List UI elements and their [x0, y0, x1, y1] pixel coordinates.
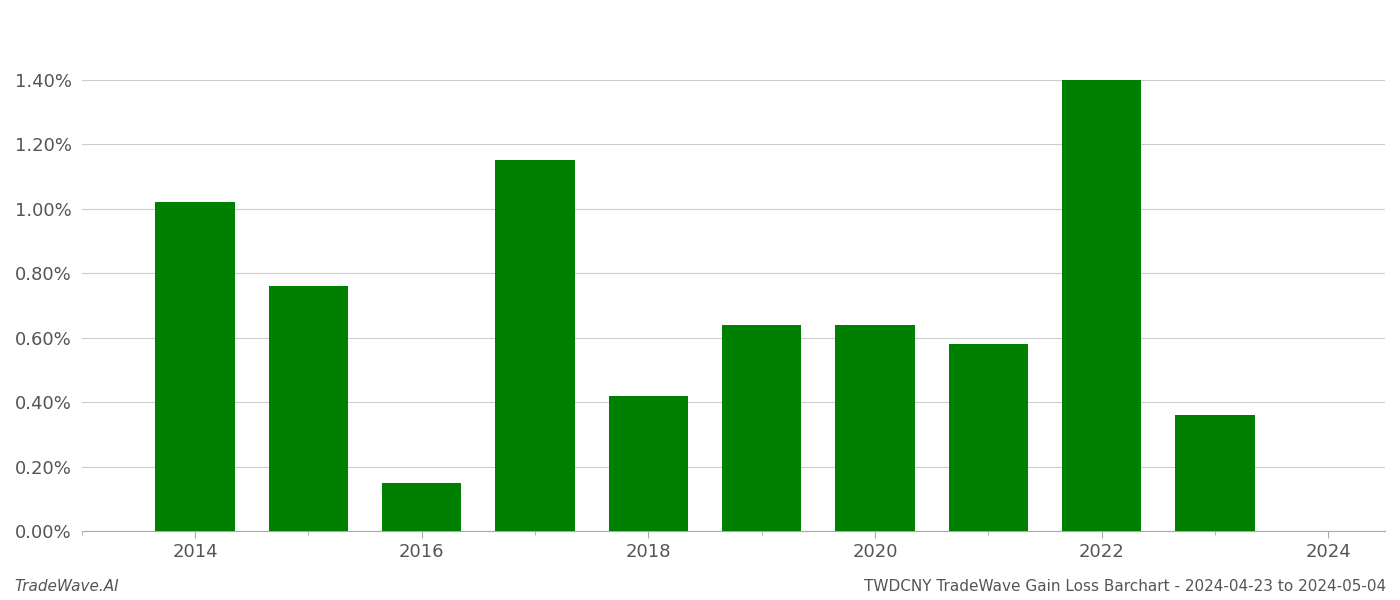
Bar [155, 202, 235, 531]
Bar [1176, 415, 1254, 531]
Bar [609, 395, 687, 531]
Bar [382, 483, 462, 531]
Bar [496, 160, 575, 531]
Bar [949, 344, 1028, 531]
Bar [1063, 80, 1141, 531]
Text: TradeWave.AI: TradeWave.AI [14, 579, 119, 594]
Bar [722, 325, 801, 531]
Bar [269, 286, 349, 531]
Text: TWDCNY TradeWave Gain Loss Barchart - 2024-04-23 to 2024-05-04: TWDCNY TradeWave Gain Loss Barchart - 20… [864, 579, 1386, 594]
Bar [836, 325, 914, 531]
